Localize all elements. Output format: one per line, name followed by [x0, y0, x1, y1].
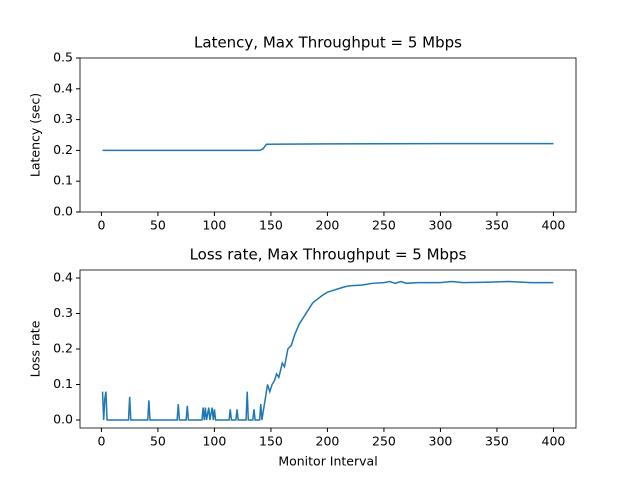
x-tick-label: 250 [372, 218, 396, 233]
y-tick-label: 0.2 [53, 341, 73, 356]
y-axis-label: Loss rate [28, 320, 43, 377]
y-tick-label: 0.2 [53, 142, 73, 157]
y-tick-label: 0.4 [53, 269, 73, 284]
axes-frame [79, 57, 577, 213]
x-tick-label: 100 [202, 218, 226, 233]
x-tick-label: 200 [316, 218, 340, 233]
x-tick-label: 150 [259, 218, 283, 233]
y-axis-label: Latency (sec) [28, 93, 43, 177]
y-tick-label: 0.1 [53, 173, 73, 188]
x-tick-label: 150 [259, 434, 283, 449]
x-tick-label: 300 [429, 434, 453, 449]
x-tick-label: 50 [150, 434, 166, 449]
chart-title: Latency, Max Throughput = 5 Mbps [194, 34, 462, 52]
x-tick-label: 350 [485, 434, 509, 449]
x-tick-label: 0 [97, 434, 105, 449]
y-tick-label: 0.4 [53, 80, 73, 95]
y-tick-label: 0.0 [53, 412, 73, 427]
chart-title: Loss rate, Max Throughput = 5 Mbps [190, 246, 467, 264]
x-tick-label: 250 [372, 434, 396, 449]
x-tick-label: 100 [202, 434, 226, 449]
y-tick-label: 0.0 [53, 204, 73, 219]
y-tick-label: 0.1 [53, 376, 73, 391]
x-tick-label: 50 [150, 218, 166, 233]
y-tick-label: 0.5 [53, 50, 73, 65]
y-tick-label: 0.3 [53, 305, 73, 320]
x-tick-label: 200 [316, 434, 340, 449]
x-tick-label: 350 [485, 218, 509, 233]
x-axis-label: Monitor Interval [278, 454, 377, 469]
data-line [102, 142, 554, 152]
x-tick-label: 0 [97, 218, 105, 233]
data-line [101, 280, 554, 421]
axes-frame [79, 269, 577, 429]
y-tick-label: 0.3 [53, 111, 73, 126]
x-tick-label: 400 [542, 434, 566, 449]
x-tick-label: 400 [542, 218, 566, 233]
x-tick-label: 300 [429, 218, 453, 233]
